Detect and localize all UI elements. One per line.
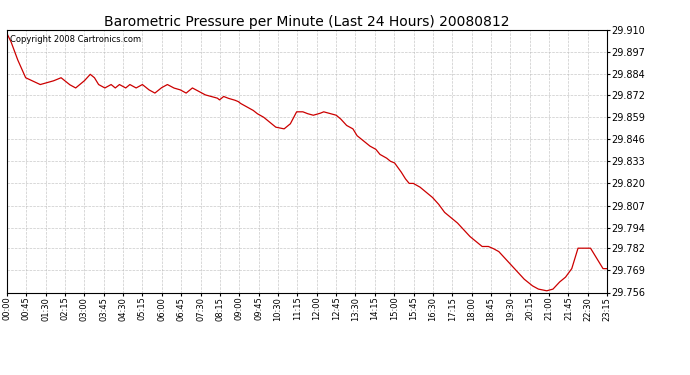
Title: Barometric Pressure per Minute (Last 24 Hours) 20080812: Barometric Pressure per Minute (Last 24 …	[104, 15, 510, 29]
Text: Copyright 2008 Cartronics.com: Copyright 2008 Cartronics.com	[10, 35, 141, 44]
